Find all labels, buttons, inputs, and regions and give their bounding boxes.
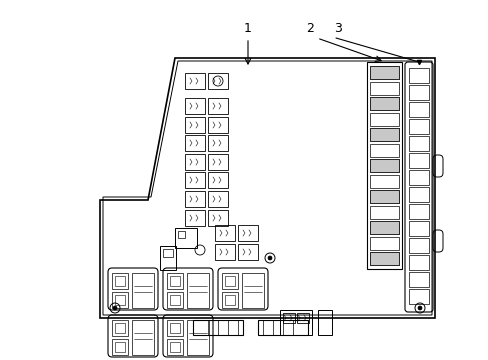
Bar [184,73,204,89]
Bar [186,320,208,355]
Bar [184,98,204,114]
Bar [408,68,428,83]
Bar [408,221,428,236]
Bar [184,172,204,188]
Bar [369,66,398,79]
Bar [369,128,398,141]
Bar [369,159,398,172]
Bar [170,276,180,286]
Bar [369,190,398,203]
Bar [184,154,204,170]
Bar [408,238,428,253]
Circle shape [267,256,271,260]
Bar [207,191,227,207]
Bar [163,249,173,257]
Bar [366,62,401,269]
Bar [170,323,180,333]
Bar [207,172,227,188]
Bar [369,66,398,79]
Bar [160,246,176,270]
Bar [112,273,128,289]
Bar [369,252,398,265]
Circle shape [417,306,421,310]
Bar [408,255,428,270]
Bar [258,320,307,335]
Bar [369,97,398,110]
Bar [207,117,227,133]
Bar [369,221,398,234]
Bar [369,81,398,95]
Bar [207,154,227,170]
Text: 1: 1 [244,22,251,35]
Bar [175,228,197,248]
Bar [115,342,125,352]
Bar [408,102,428,117]
Circle shape [113,306,117,310]
Bar [369,128,398,141]
Bar [408,272,428,287]
Bar [115,295,125,305]
Bar [193,320,243,335]
Bar [112,320,128,336]
Bar [369,252,398,265]
Bar [184,210,204,226]
Bar [115,323,125,333]
Bar [369,221,398,234]
Bar [132,320,154,355]
Bar [222,273,238,289]
Bar [369,237,398,249]
Text: 3: 3 [333,22,341,35]
Bar [207,135,227,151]
Bar [178,231,184,238]
Bar [167,339,183,355]
Bar [369,113,398,126]
Bar [369,159,398,172]
Bar [317,310,331,335]
Bar [167,292,183,308]
Bar [408,153,428,168]
Bar [215,225,235,241]
Bar [184,191,204,207]
Bar [369,175,398,188]
Bar [170,342,180,352]
Bar [215,244,235,260]
Bar [186,273,208,308]
Bar [224,295,235,305]
Bar [408,136,428,151]
Bar [207,73,227,89]
Bar [408,289,428,304]
Bar [184,117,204,133]
Bar [184,135,204,151]
Bar [207,210,227,226]
Bar [408,119,428,134]
Bar [167,273,183,289]
Bar [238,244,258,260]
Bar [132,273,154,308]
Bar [242,273,264,308]
Bar [408,204,428,219]
Bar [238,225,258,241]
Bar [408,187,428,202]
Bar [207,98,227,114]
Bar [167,320,183,336]
Text: 2: 2 [305,22,313,35]
Bar [369,97,398,110]
Bar [408,170,428,185]
Bar [408,85,428,100]
Bar [170,295,180,305]
Bar [112,339,128,355]
Bar [283,313,294,323]
Bar [112,292,128,308]
Bar [222,292,238,308]
Bar [369,206,398,219]
Bar [369,144,398,157]
Bar [115,276,125,286]
Bar [224,276,235,286]
Bar [280,310,311,335]
Bar [369,190,398,203]
Bar [296,313,308,323]
